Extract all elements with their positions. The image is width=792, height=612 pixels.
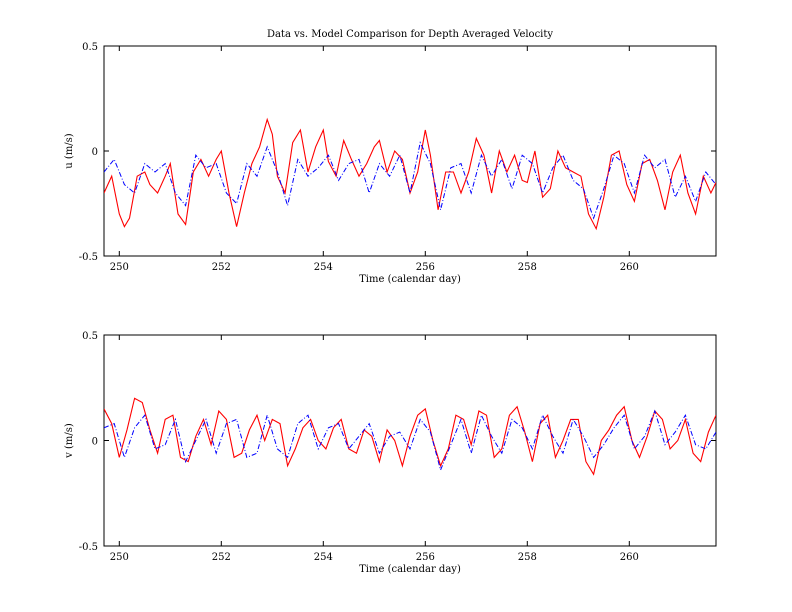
x-tick-label: 256 <box>416 262 435 273</box>
x-tick-label: 258 <box>518 552 537 563</box>
model-series-line <box>104 141 716 220</box>
y-axis-label: v (m/s) <box>64 423 75 459</box>
y-tick-label: -0.5 <box>79 542 98 553</box>
v-velocity-panel: 250 252 254 256 258 260 -0.5 0 0.5 Time (calendar… <box>64 331 717 575</box>
x-tick-label: 252 <box>212 262 231 273</box>
y-tick-label: 0 <box>92 437 98 448</box>
u-velocity-panel: 250 252 254 256 258 260 -0.5 0 0.5 Time (calendar… <box>64 42 717 285</box>
x-tick-label: 252 <box>212 552 231 563</box>
y-tick-label: -0.5 <box>79 252 98 263</box>
model-series-line <box>104 409 716 472</box>
y-axis-label: u (m/s) <box>64 133 75 169</box>
chart-title: Data vs. Model Comparison for Depth Aver… <box>267 29 553 40</box>
x-tick-label: 256 <box>416 552 435 563</box>
x-axis-label: Time (calendar day) <box>359 274 461 285</box>
y-tick-label: 0.5 <box>82 331 98 342</box>
x-tick-label: 260 <box>620 552 639 563</box>
plot-frame <box>103 45 717 257</box>
x-tick-label: 254 <box>314 262 333 273</box>
x-axis-label: Time (calendar day) <box>359 564 461 575</box>
x-tick-label: 250 <box>110 552 129 563</box>
x-tick-label: 258 <box>518 262 537 273</box>
y-tick-label: 0.5 <box>82 42 98 53</box>
data-series-line <box>104 397 716 476</box>
y-tick-label: 0 <box>92 147 98 158</box>
x-tick-label: 250 <box>110 262 129 273</box>
data-series-line <box>104 117 716 231</box>
x-tick-label: 260 <box>620 262 639 273</box>
x-tick-label: 254 <box>314 552 333 563</box>
